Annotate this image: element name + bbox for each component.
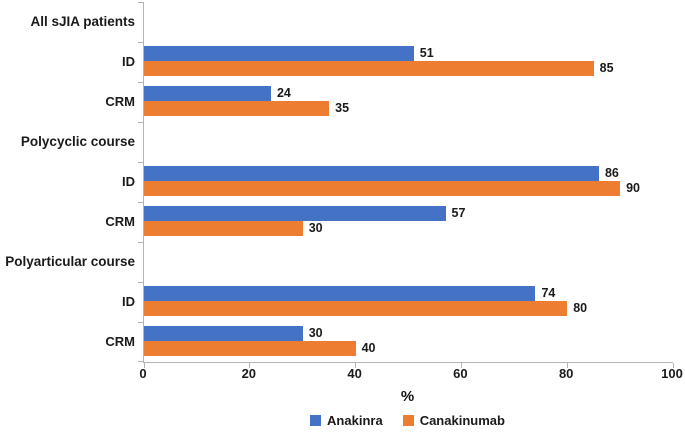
x-axis-tick	[249, 363, 251, 368]
x-axis-tick-label: 100	[661, 366, 683, 381]
y-axis-tick	[138, 162, 144, 163]
bar-value-label: 57	[451, 206, 466, 220]
x-axis-tick	[566, 363, 568, 368]
bar-row: 86 90	[144, 162, 673, 202]
bar-value-label: 80	[573, 301, 588, 315]
bar-value-label: 85	[599, 61, 614, 75]
bar-anakinra	[144, 86, 271, 101]
bar-value-label: 40	[361, 341, 376, 355]
bar-value-label: 51	[419, 46, 434, 60]
category-label: ID	[122, 294, 135, 309]
x-axis-tick	[672, 363, 674, 368]
bar-row: 51 85	[144, 42, 673, 82]
bar-canakinumab	[144, 101, 330, 116]
y-axis-tick	[138, 42, 144, 43]
x-axis-tick-label: 60	[453, 366, 468, 381]
bar-anakinra	[144, 206, 446, 221]
x-axis-tick-label: 80	[558, 366, 574, 381]
y-axis-tick	[138, 202, 144, 203]
x-axis-tick	[355, 363, 357, 368]
legend-item-anakinra: Anakinra	[310, 413, 383, 428]
y-axis-tick	[138, 361, 144, 362]
legend-swatch-canakinumab	[402, 415, 414, 426]
bar-value-label: 30	[308, 326, 323, 340]
x-axis-tick-labels: 0 20 40 60 80 100	[139, 366, 682, 384]
category-label: CRM	[105, 214, 135, 229]
bar-anakinra	[144, 326, 303, 341]
group-header-label: Polycyclic course	[20, 134, 135, 149]
category-label: ID	[122, 54, 135, 69]
bar-value-label: 30	[308, 221, 323, 235]
x-axis-tick-label: 0	[139, 366, 147, 381]
bar-value-label: 86	[604, 166, 619, 180]
x-axis-tick-label: 20	[241, 366, 257, 381]
bar-anakinra	[144, 46, 414, 61]
group-header-label: Polyarticular course	[5, 254, 135, 269]
plot-area: 51 85 24 35 86 90 57 30 74 80 30 40	[138, 2, 674, 368]
category-label: ID	[122, 174, 135, 189]
legend: Anakinra Canakinumab	[143, 413, 672, 428]
bar-value-label: 35	[335, 101, 350, 115]
y-axis-tick	[138, 2, 144, 3]
legend-label: Anakinra	[327, 413, 383, 428]
category-axis-labels: All sJIA patients ID CRM Polycyclic course I…	[0, 2, 135, 362]
bar-anakinra	[144, 166, 599, 181]
bar-row: 57 30	[144, 202, 673, 242]
category-label: CRM	[105, 334, 135, 349]
legend-swatch-anakinra	[310, 415, 322, 426]
bar-anakinra	[144, 286, 536, 301]
x-axis-tick-label: 40	[347, 366, 362, 381]
y-axis-tick	[138, 242, 144, 243]
bar-canakinumab	[144, 341, 356, 356]
y-axis-tick	[138, 82, 144, 83]
bar-row: 74 80	[144, 282, 673, 322]
bar-canakinumab	[144, 301, 568, 316]
group-header-label: All sJIA patients	[30, 14, 135, 29]
bar-value-label: 24	[276, 86, 291, 100]
bar-canakinumab	[144, 221, 303, 236]
y-axis-tick	[138, 282, 144, 283]
bar-value-label: 90	[626, 181, 640, 195]
bar-canakinumab	[144, 181, 621, 196]
x-axis-tick	[143, 363, 145, 368]
legend-label: Canakinumab	[419, 413, 505, 428]
y-axis-tick	[138, 122, 144, 123]
bar-value-label: 74	[541, 286, 556, 300]
bar-canakinumab	[144, 61, 594, 76]
x-axis-title: %	[400, 388, 415, 405]
category-label: CRM	[105, 94, 135, 109]
bar-row: 24 35	[144, 82, 673, 122]
legend-item-canakinumab: Canakinumab	[402, 413, 505, 428]
y-axis-tick	[138, 322, 144, 323]
x-axis-tick	[460, 363, 462, 368]
bar-row: 30 40	[144, 322, 673, 362]
